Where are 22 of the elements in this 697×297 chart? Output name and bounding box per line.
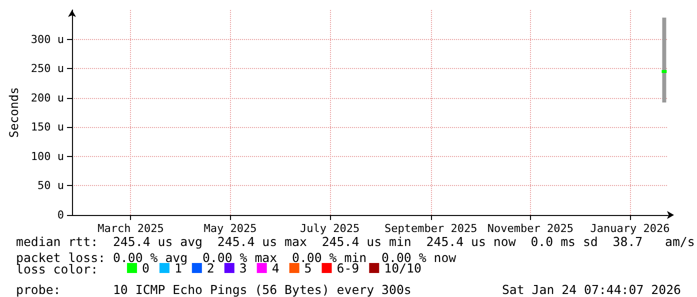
y-axis-title: Seconds [7, 87, 21, 138]
text: probe: 10 ICMP Echo Pings (56 Bytes) every 300s [16, 282, 412, 297]
legend-label: 0 [142, 260, 150, 276]
y-tick-label: 100 u [30, 150, 64, 163]
x-tick-label: January 2026 [590, 222, 670, 235]
legend-label: 2 [206, 260, 214, 276]
y-tick-label: 250 u [30, 62, 64, 76]
legend-label: 3 [239, 260, 247, 276]
y-tick-label: 0 [57, 208, 64, 222]
x-tick-label: May 2025 [204, 222, 257, 235]
y-tick-label: 50 u [38, 179, 64, 192]
text: median rtt: 245.4 us avg 245.4 us max 245.4 us min 245.4 us now 0.0 ms sd 38.7 am/s [16, 234, 695, 249]
y-tick-label: 150 u [30, 120, 64, 134]
y-tick-label: 300 u [30, 32, 64, 46]
x-tick-label: September 2025 [384, 222, 478, 235]
text: Sat Jan 24 07:44:07 2026 [502, 282, 681, 297]
y-tick-label: 200 u [30, 91, 64, 104]
legend-label: 6-9 [336, 260, 360, 276]
x-tick-label: March 2025 [98, 222, 164, 235]
legend-label: 4 [272, 260, 280, 276]
x-tick-label: November 2025 [487, 222, 574, 235]
x-tick-label: July 2025 [300, 222, 360, 235]
